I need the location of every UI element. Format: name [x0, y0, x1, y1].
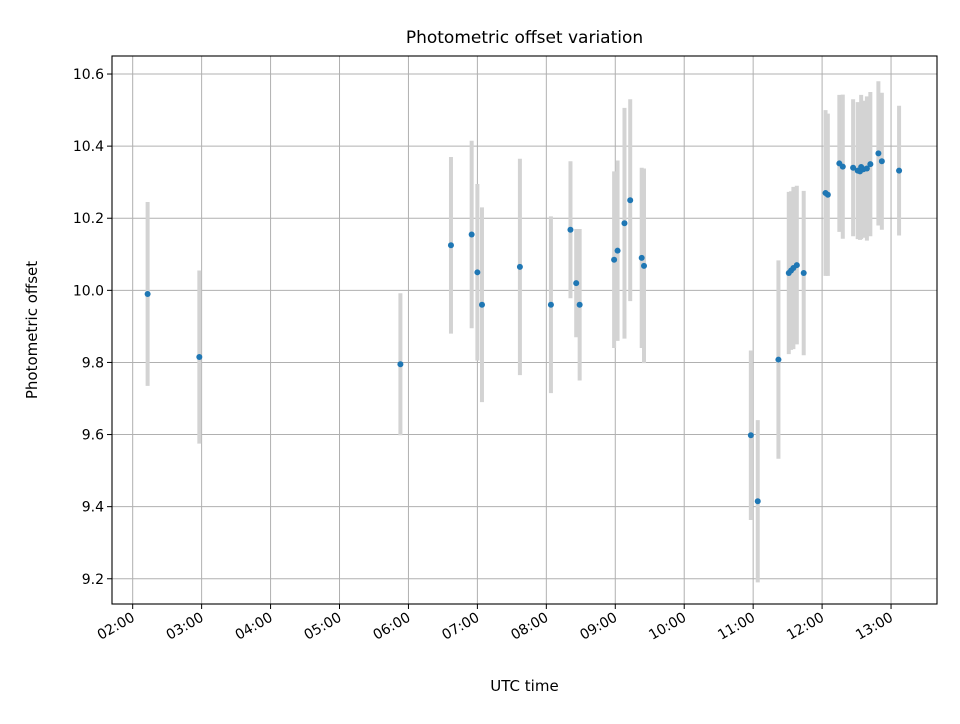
plot-frame [111, 55, 938, 605]
data-point [614, 247, 621, 254]
data-point [775, 356, 782, 363]
data-point [611, 256, 618, 263]
data-point [621, 220, 628, 227]
y-tick-label: 10.4 [73, 139, 104, 155]
y-tick-label: 10.0 [73, 283, 104, 299]
data-point [397, 361, 404, 368]
data-points [144, 150, 903, 505]
data-point [627, 197, 634, 204]
data-point [878, 158, 885, 165]
data-point [850, 164, 857, 171]
y-axis-label: Photometric offset [23, 261, 41, 399]
data-point [144, 290, 151, 297]
data-point [640, 262, 647, 269]
data-point [478, 301, 485, 308]
data-point [839, 163, 846, 170]
data-point [896, 167, 903, 174]
data-point [793, 262, 800, 269]
data-point [800, 270, 807, 277]
data-point [863, 165, 870, 172]
data-point [474, 269, 481, 276]
data-point [824, 191, 831, 198]
y-tick-label: 9.6 [82, 428, 104, 444]
data-point [747, 432, 754, 439]
data-point [196, 354, 203, 361]
data-point [567, 226, 574, 233]
data-point [867, 161, 874, 168]
chart-title: Photometric offset variation [406, 28, 643, 48]
data-point [516, 263, 523, 270]
grid-lines [112, 56, 937, 604]
y-tick-label: 9.2 [82, 572, 104, 588]
data-point [576, 301, 583, 308]
data-point [754, 498, 761, 505]
data-point [447, 242, 454, 249]
data-point [875, 150, 882, 157]
data-point [573, 280, 580, 287]
y-tick-label: 10.2 [73, 211, 104, 227]
data-point [638, 254, 645, 261]
data-point [547, 301, 554, 308]
y-tick-label: 10.6 [73, 67, 104, 83]
data-point [468, 231, 475, 238]
y-tick-label: 9.4 [82, 500, 104, 516]
y-tick-label: 9.8 [82, 355, 104, 371]
y-axis-ticks: 9.2 9.4 9.6 9.8 10.0 10.2 10.4 10.6 [73, 67, 112, 588]
x-axis-label: UTC time [490, 677, 558, 695]
